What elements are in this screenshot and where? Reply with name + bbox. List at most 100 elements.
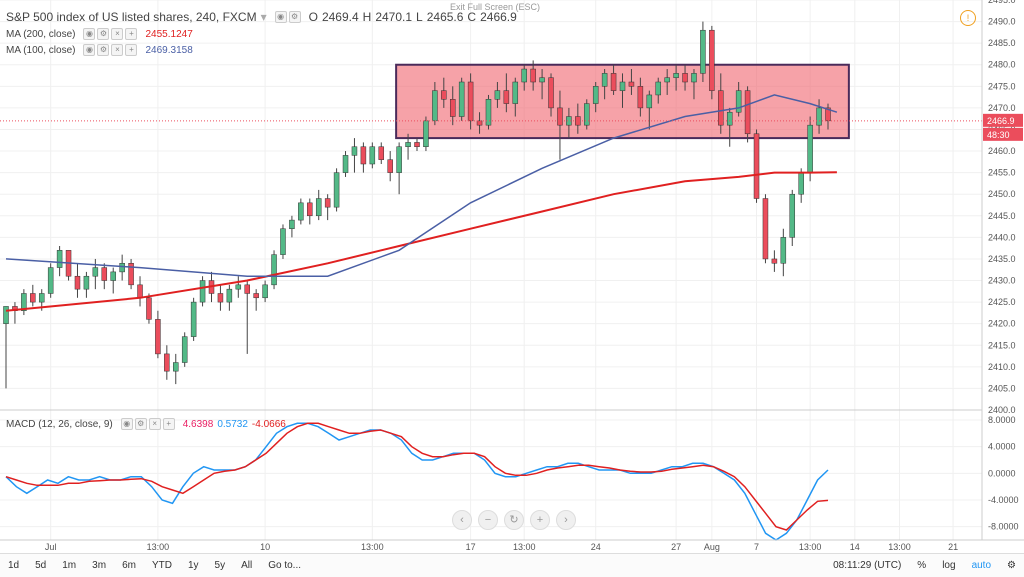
zoom-in-icon[interactable]: + xyxy=(530,510,550,530)
close-icon[interactable]: × xyxy=(111,28,124,40)
price-tick-label: 2435.0 xyxy=(988,254,1016,264)
reset-icon[interactable]: ↻ xyxy=(504,510,524,530)
macd-line xyxy=(5,422,829,541)
scroll-left-icon[interactable]: ‹ xyxy=(452,510,472,530)
macd-tick-label: -8.0000 xyxy=(988,522,1019,532)
candle-body xyxy=(718,90,724,126)
candle-body xyxy=(414,142,420,147)
scroll-right-icon[interactable]: › xyxy=(556,510,576,530)
more-icon[interactable]: + xyxy=(162,418,175,430)
time-tick-label: 24 xyxy=(591,542,601,552)
close-icon[interactable]: × xyxy=(148,418,161,430)
settings-icon[interactable]: ⚙ xyxy=(288,11,301,23)
candle-body xyxy=(584,103,590,126)
candle-body xyxy=(709,29,715,91)
candle-body xyxy=(539,77,545,83)
ohlc-l-value: 2465.6 xyxy=(426,10,464,24)
macd-tick-label: -4.0000 xyxy=(988,495,1019,505)
candle-body xyxy=(575,116,581,126)
ma200-legend: MA (200, close) ◉ ⚙ × + 2455.1247 xyxy=(6,28,193,40)
chart-canvas[interactable]: 2400.0 2405.0 2410.0 2415.0 2420.0 2425.0 2430… xyxy=(0,0,1024,554)
price-tick-label: 2485.0 xyxy=(988,38,1016,48)
range-button-6m[interactable]: 6m xyxy=(122,560,136,571)
time-tick-label: 13:00 xyxy=(147,542,170,552)
candle-body xyxy=(307,202,313,217)
axes: 2400.0 2405.0 2410.0 2415.0 2420.0 2425.0 2430… xyxy=(0,0,1024,552)
candle-body xyxy=(47,267,54,294)
more-icon[interactable]: + xyxy=(125,28,138,40)
eye-icon[interactable]: ◉ xyxy=(83,28,96,40)
goto-button[interactable]: Go to... xyxy=(268,560,302,571)
macd-value-3: -4.0666 xyxy=(251,418,286,430)
settings-icon[interactable]: ⚙ xyxy=(1007,560,1016,571)
more-icon[interactable]: + xyxy=(125,44,138,56)
range-button-1d[interactable]: 1d xyxy=(8,560,20,571)
settings-icon[interactable]: ⚙ xyxy=(97,28,110,40)
time-tick-label: 27 xyxy=(671,542,681,552)
auto-toggle[interactable]: auto xyxy=(971,560,992,571)
range-button-all[interactable]: All xyxy=(241,560,253,571)
chevron-down-icon[interactable]: ▾ xyxy=(260,10,267,24)
candle-body xyxy=(387,159,393,173)
settings-icon[interactable]: ⚙ xyxy=(97,44,110,56)
candle-body xyxy=(637,86,644,109)
candle-body xyxy=(816,107,822,126)
range-button-1y[interactable]: 1y xyxy=(187,560,199,571)
ohlc-h-value: 2470.1 xyxy=(375,10,413,24)
top-right-icons: ! xyxy=(958,10,978,30)
time-tick-label: 10 xyxy=(260,542,270,552)
price-tick-label: 2440.0 xyxy=(988,232,1016,242)
price-tick-label: 2480.0 xyxy=(988,60,1016,70)
candle-body xyxy=(735,90,742,113)
candle-body xyxy=(280,228,286,255)
settings-icon[interactable]: ⚙ xyxy=(134,418,147,430)
ma100-label: MA (100, close) xyxy=(6,44,76,56)
candle-body xyxy=(74,275,81,290)
candle-body xyxy=(441,90,447,100)
zoom-out-icon[interactable]: − xyxy=(478,510,498,530)
candle-body xyxy=(458,81,465,117)
range-button-5y[interactable]: 5y xyxy=(214,560,226,571)
range-button-5d[interactable]: 5d xyxy=(35,560,47,571)
log-toggle[interactable]: log xyxy=(942,560,956,571)
candle-body xyxy=(646,94,653,109)
ohlc-h-label: H xyxy=(362,10,372,24)
price-tick-label: 2430.0 xyxy=(988,276,1016,286)
candle-body xyxy=(342,155,349,173)
macd-value-2: 0.5732 xyxy=(217,418,248,430)
alert-icon[interactable]: ! xyxy=(960,10,976,26)
range-button-1m[interactable]: 1m xyxy=(62,560,77,571)
candle-body xyxy=(30,293,36,303)
candle-body xyxy=(378,146,385,160)
candle-body xyxy=(324,198,331,208)
candle-body xyxy=(744,90,751,135)
candle-body xyxy=(798,172,804,195)
candle-body xyxy=(360,146,367,165)
candle-body xyxy=(38,293,45,303)
candle-body xyxy=(190,301,197,337)
candle-body xyxy=(137,284,143,299)
eye-icon[interactable]: ◉ xyxy=(120,418,133,430)
range-button-ytd[interactable]: YTD xyxy=(151,560,172,571)
close-icon[interactable]: × xyxy=(111,44,124,56)
exit-fullscreen-hint[interactable]: Exit Full Screen (ESC) xyxy=(450,2,541,12)
candle-body xyxy=(700,29,706,74)
candle-body xyxy=(315,198,322,217)
candle-body xyxy=(807,124,813,173)
range-buttons: 1d 5d 1m 3m 6m YTD 1y 5y All xyxy=(0,560,260,571)
candle-body xyxy=(691,73,697,83)
candle-body xyxy=(682,73,688,83)
candle-body xyxy=(503,90,510,104)
range-button-3m[interactable]: 3m xyxy=(92,560,107,571)
time-tick-label: 14 xyxy=(850,542,860,552)
eye-icon[interactable]: ◉ xyxy=(274,11,287,23)
eye-icon[interactable]: ◉ xyxy=(83,44,96,56)
candle-body xyxy=(628,81,635,87)
candle-body xyxy=(449,99,456,117)
percent-toggle[interactable]: % xyxy=(917,560,927,571)
time-tick-label: 13:00 xyxy=(513,542,536,552)
time-tick-label: 21 xyxy=(948,542,958,552)
candle-body xyxy=(110,271,116,281)
time-tick-label: 13:00 xyxy=(888,542,911,552)
ohlc-o-label: O xyxy=(308,10,318,24)
